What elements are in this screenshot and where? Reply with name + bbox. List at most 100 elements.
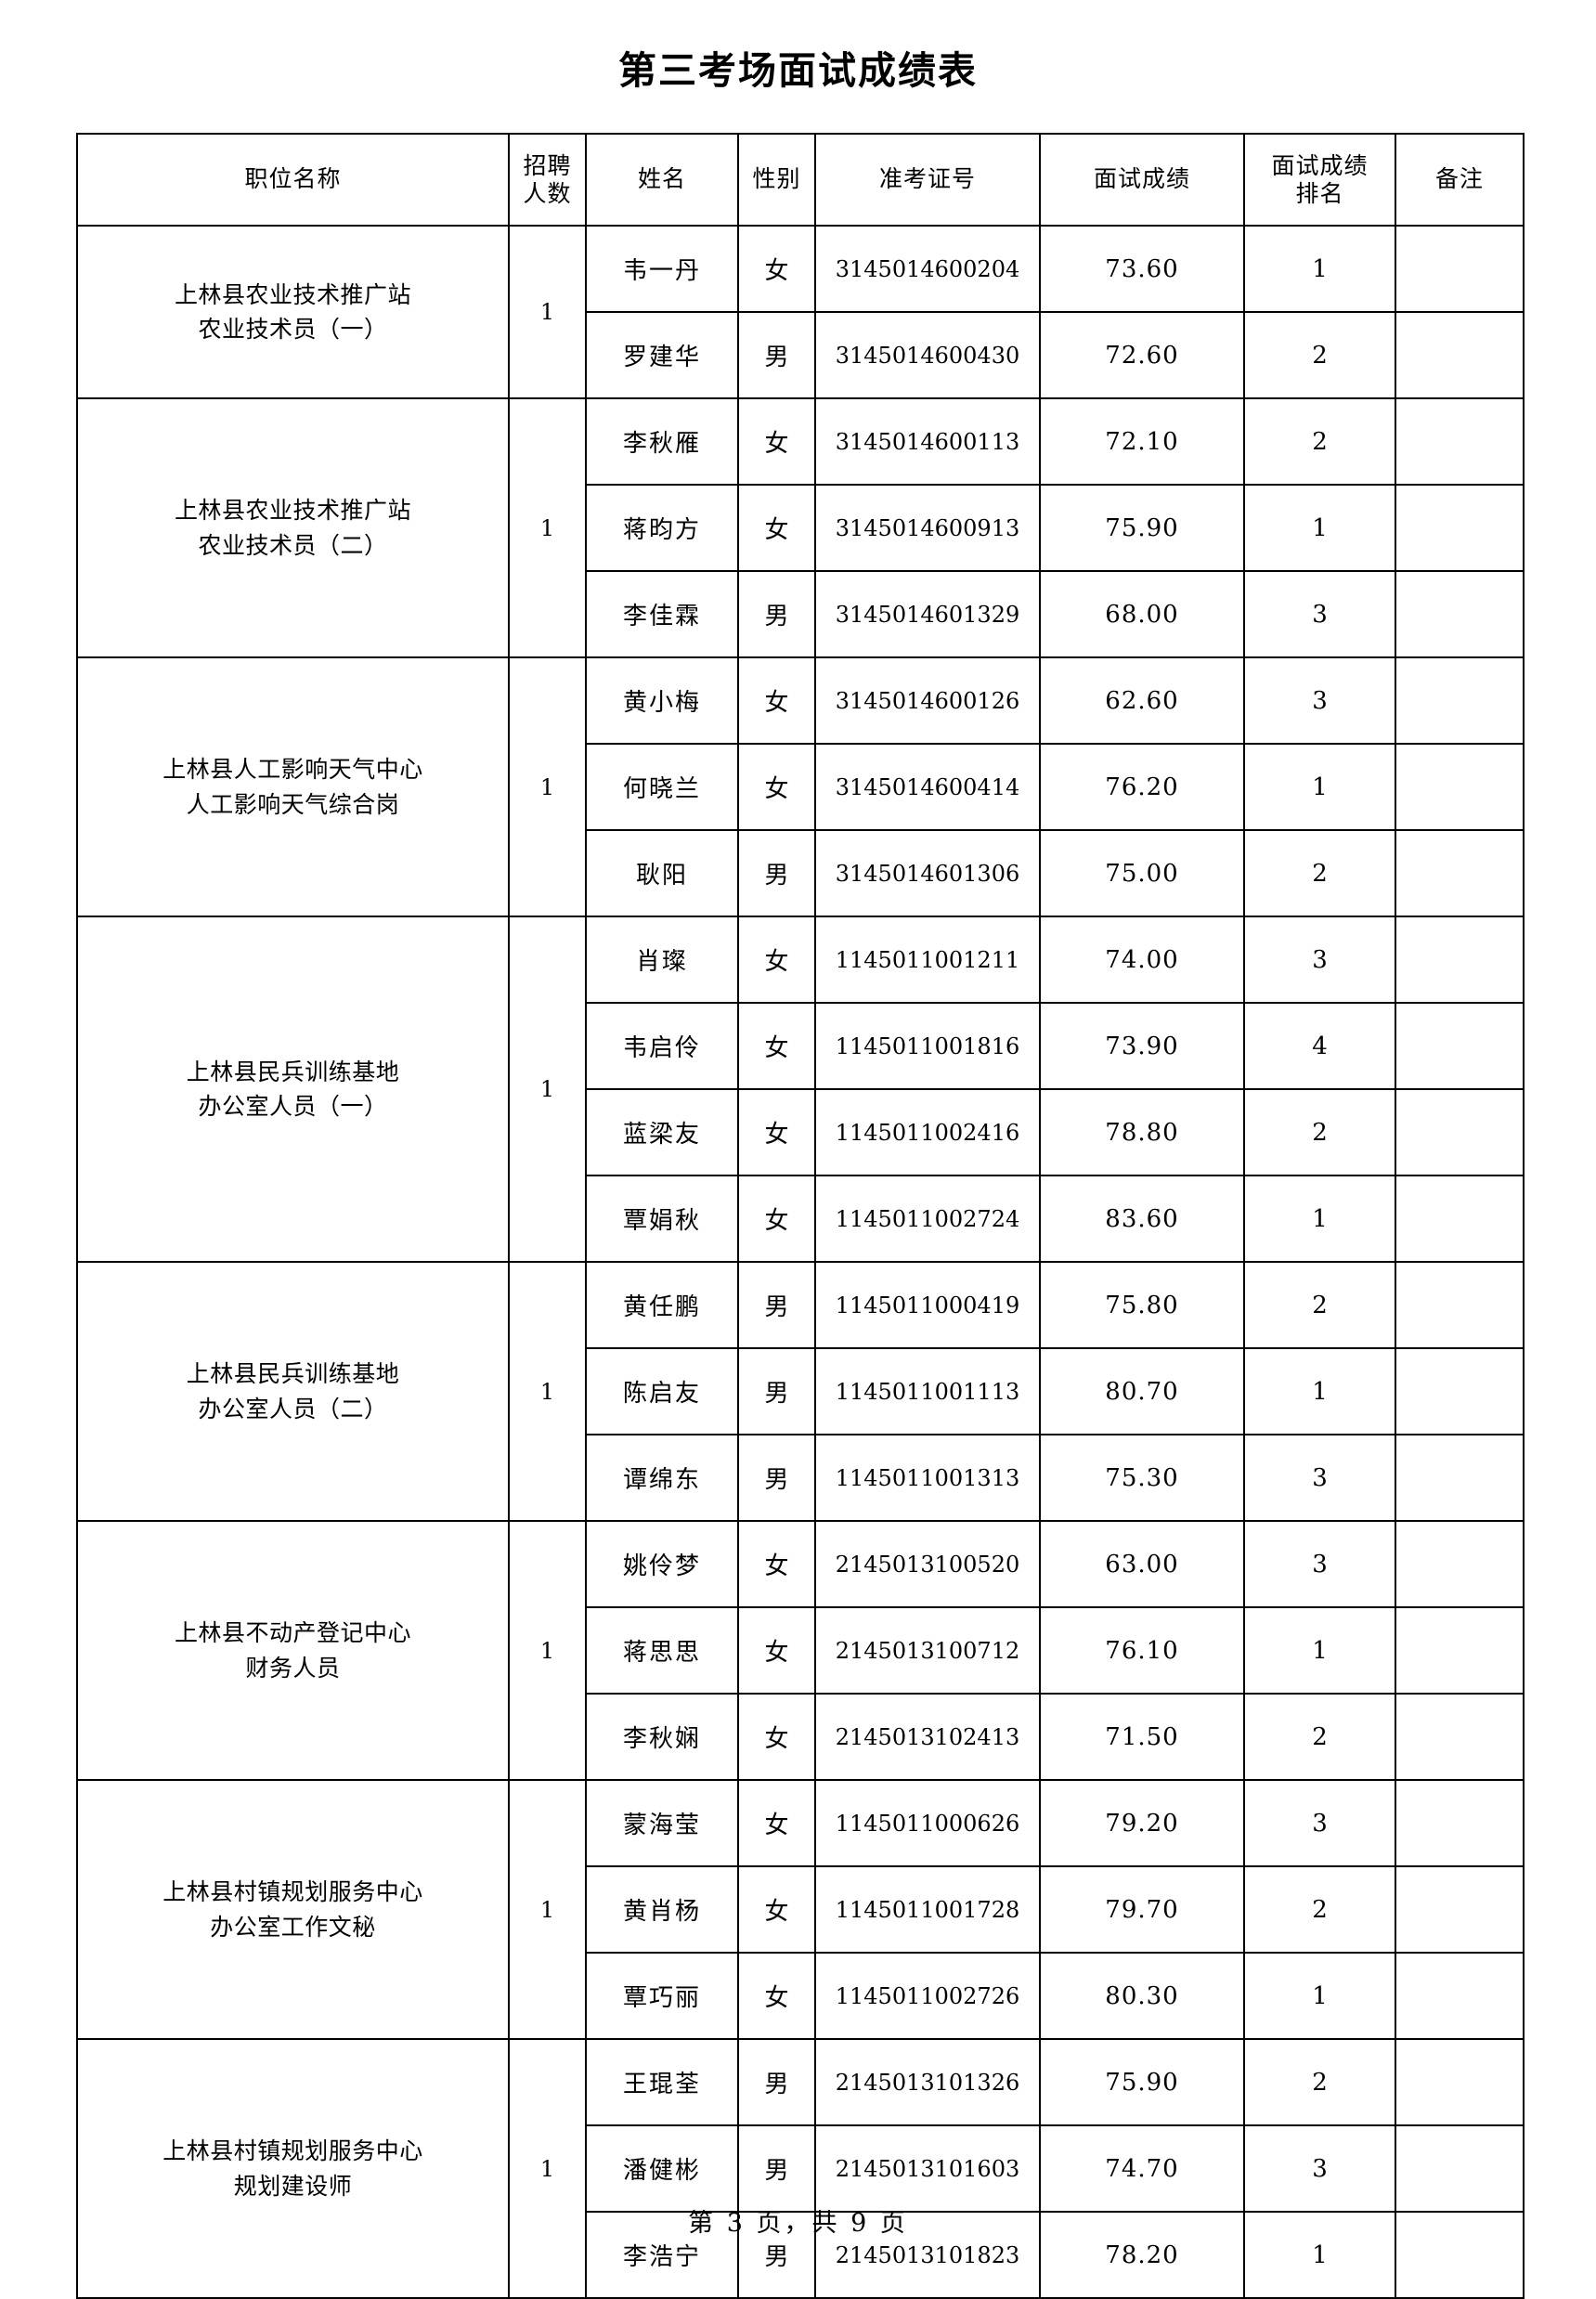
rank-line-1: 面试成绩	[1271, 152, 1369, 179]
interview-score-cell: 72.60	[1039, 311, 1245, 399]
interview-score-cell: 71.50	[1039, 1693, 1245, 1781]
candidate-name-cell: 陈启友	[585, 1347, 739, 1435]
candidate-name-cell: 覃巧丽	[585, 1952, 739, 2040]
remark-cell	[1395, 1261, 1525, 1349]
ticket-number-cell: 3145014600113	[814, 397, 1041, 486]
remark-cell	[1395, 1779, 1525, 1867]
rank-cell: 2	[1243, 1261, 1396, 1349]
ticket-number-cell: 3145014600204	[814, 225, 1041, 313]
interview-score-cell: 73.90	[1039, 1002, 1245, 1090]
remark-cell	[1395, 2038, 1525, 2126]
remark-cell	[1395, 1002, 1525, 1090]
interview-score-cell: 62.60	[1039, 656, 1245, 745]
remark-cell	[1395, 656, 1525, 745]
ticket-number-cell: 3145014600126	[814, 656, 1041, 745]
position-line-2: 办公室人员（一）	[198, 1093, 388, 1120]
gender-cell: 女	[737, 1175, 816, 1263]
rank-cell: 1	[1243, 225, 1396, 313]
table-row: 潘健彬男 2145013101603 74.70 3	[77, 2124, 1525, 2213]
position-cell: 上林县民兵训练基地 办公室人员（二）	[76, 1261, 510, 1522]
position-line-2: 办公室工作文秘	[210, 1913, 376, 1941]
table-row: 上林县民兵训练基地 办公室人员（二） 1 黄任鹏男 1145011000419 75.80…	[76, 1261, 1525, 1522]
gender-cell: 女	[737, 1002, 816, 1090]
interview-score-cell: 76.20	[1039, 743, 1245, 831]
column-header-name: 姓名	[585, 133, 739, 227]
gender-cell: 女	[737, 916, 816, 1004]
rank-cell: 1	[1243, 1606, 1396, 1695]
position-line-2: 办公室人员（二）	[198, 1395, 388, 1422]
hire-count-cell: 1	[508, 225, 587, 399]
rank-cell: 1	[1243, 1175, 1396, 1263]
candidate-name-cell: 韦一丹	[585, 225, 739, 313]
candidate-name-cell: 蒋昀方	[585, 484, 739, 572]
candidate-name-cell: 肖璨	[585, 916, 739, 1004]
hire-count-line-1: 招聘	[523, 152, 572, 179]
table-row: 陈启友男 1145011001113 80.70 1	[77, 1347, 1525, 1435]
position-cell: 上林县不动产登记中心 财务人员	[76, 1520, 510, 1781]
position-line-2: 财务人员	[245, 1654, 341, 1682]
gender-cell: 女	[737, 397, 816, 486]
ticket-number-cell: 3145014601329	[814, 570, 1041, 658]
candidate-name-cell: 姚伶梦	[585, 1520, 739, 1608]
gender-cell: 女	[737, 1088, 816, 1176]
remark-cell	[1395, 311, 1525, 399]
ticket-number-cell: 2145013100712	[814, 1606, 1041, 1695]
table-row: 上林县人工影响天气中心 人工影响天气综合岗 1 黄小梅女 3145014600126 62…	[76, 656, 1525, 917]
table-row: 韦启伶女 1145011001816 73.90 4	[77, 1002, 1525, 1090]
table-row: 谭绵东男 1145011001313 75.30 3	[77, 1434, 1525, 1522]
ticket-number-cell: 1145011000419	[814, 1261, 1041, 1349]
grade-table-wrapper: 职位名称 招聘 人数 姓名 性别 准考证号 面试成绩 面试成绩 排名 备注	[76, 133, 1525, 2299]
interview-score-cell: 63.00	[1039, 1520, 1245, 1608]
remark-cell	[1395, 1347, 1525, 1435]
remark-cell	[1395, 2124, 1525, 2213]
rank-cell: 2	[1243, 311, 1396, 399]
position-line-1: 上林县民兵训练基地	[186, 1360, 400, 1387]
table-row: 上林县村镇规划服务中心 办公室工作文秘 1 蒙海莹女 1145011000626 79.2…	[76, 1779, 1525, 2040]
remark-cell	[1395, 1865, 1525, 1954]
table-row: 蒋昀方女 3145014600913 75.90 1	[77, 484, 1525, 572]
candidate-name-cell: 何晓兰	[585, 743, 739, 831]
column-header-hire-count: 招聘 人数	[508, 133, 587, 227]
table-row: 李佳霖男 3145014601329 68.00 3	[77, 570, 1525, 658]
interview-score-cell: 79.20	[1039, 1779, 1245, 1867]
ticket-number-cell: 1145011000626	[814, 1779, 1041, 1867]
gender-cell: 女	[737, 1520, 816, 1608]
position-line-1: 上林县不动产登记中心	[174, 1619, 411, 1646]
gender-cell: 男	[737, 570, 816, 658]
position-line-2: 人工影响天气综合岗	[186, 790, 400, 818]
gender-cell: 男	[737, 1261, 816, 1349]
candidate-name-cell: 李秋雁	[585, 397, 739, 486]
page-title: 第三考场面试成绩表	[618, 48, 978, 93]
column-header-ticket-no: 准考证号	[814, 133, 1041, 227]
gender-cell: 女	[737, 484, 816, 572]
interview-score-cell: 75.90	[1039, 484, 1245, 572]
interview-score-cell: 74.70	[1039, 2124, 1245, 2213]
table-header: 职位名称 招聘 人数 姓名 性别 准考证号 面试成绩 面试成绩 排名 备注	[76, 133, 1525, 227]
candidate-name-cell: 蓝梁友	[585, 1088, 739, 1176]
ticket-number-cell: 1145011001113	[814, 1347, 1041, 1435]
interview-score-cell: 75.00	[1039, 829, 1245, 917]
position-line-1: 上林县农业技术推广站	[174, 280, 411, 308]
gender-cell: 女	[737, 225, 816, 313]
position-cell: 上林县村镇规划服务中心 规划建设师	[76, 2038, 510, 2299]
interview-score-cell: 83.60	[1039, 1175, 1245, 1263]
gender-cell: 男	[737, 829, 816, 917]
candidate-name-cell: 黄任鹏	[585, 1261, 739, 1349]
table-row: 罗建华男 3145014600430 72.60 2	[77, 311, 1525, 399]
column-header-rank: 面试成绩 排名	[1243, 133, 1396, 227]
candidate-name-cell: 耿阳	[585, 829, 739, 917]
column-header-gender: 性别	[737, 133, 816, 227]
column-header-position: 职位名称	[76, 133, 510, 227]
remark-cell	[1395, 1434, 1525, 1522]
ticket-number-cell: 2145013100520	[814, 1520, 1041, 1608]
table-row: 黄肖杨女 1145011001728 79.70 2	[77, 1865, 1525, 1954]
ticket-number-cell: 1145011001728	[814, 1865, 1041, 1954]
interview-score-cell: 73.60	[1039, 225, 1245, 313]
interview-score-cell: 78.80	[1039, 1088, 1245, 1176]
table-row: 上林县不动产登记中心 财务人员 1 姚伶梦女 2145013100520 63.00 3	[76, 1520, 1525, 1781]
position-line-1: 上林县人工影响天气中心	[162, 756, 423, 783]
ticket-number-cell: 2145013102413	[814, 1693, 1041, 1781]
candidate-name-cell: 李秋娴	[585, 1693, 739, 1781]
remark-cell	[1395, 570, 1525, 658]
ticket-number-cell: 3145014600430	[814, 311, 1041, 399]
